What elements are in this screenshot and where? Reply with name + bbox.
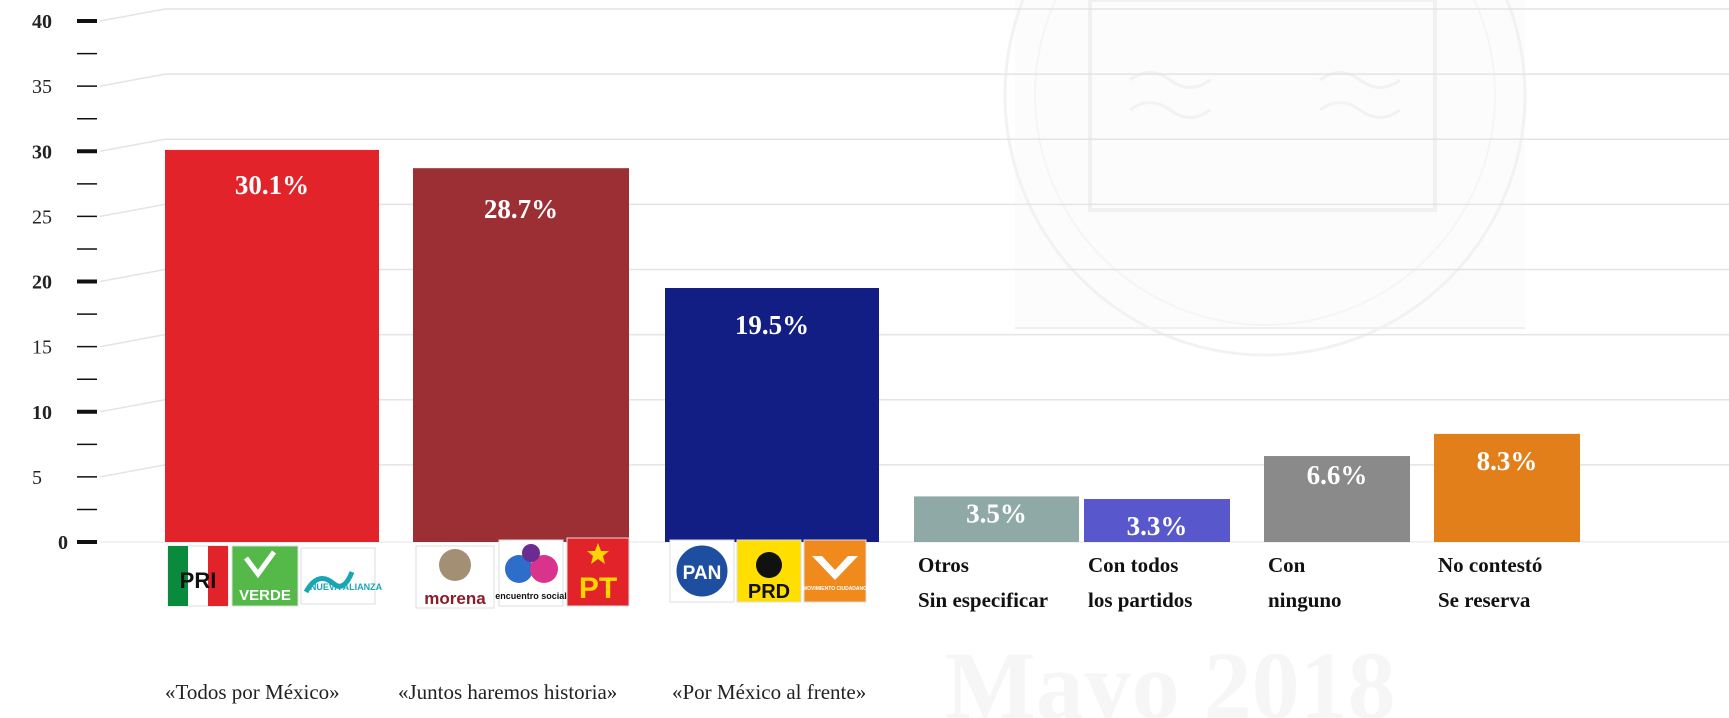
logo-text: PRD [748,581,790,603]
y-tick-label: 35 [32,76,52,98]
coalition-name: «Juntos haremos historia» [398,680,617,704]
bar-value-label: 3.5% [966,498,1027,528]
logo-text: MOVIMIENTO CIUDADANO [803,586,867,592]
logo-text: encuentro social [495,591,567,601]
encuentro-social-logo: encuentro social [495,539,567,607]
logo-text: VERDE [239,587,291,604]
y-tick-label: 40 [32,11,52,33]
bar [914,496,1079,542]
logo-text: PT [579,572,617,605]
bar [165,149,379,542]
bar-value-label: 28.7% [484,194,558,224]
x-category-label: Con todos [1088,553,1178,577]
x-category-label: los partidos [1088,588,1192,612]
gridline [99,73,1729,87]
y-tick-label: 10 [32,402,52,424]
pan-logo: PAN [669,539,735,603]
gridline [99,8,1729,22]
y-tick-label: 25 [32,206,52,228]
bars: 30.1% 28.7% 19.5% 3.5% 3.3% 6.6% 8.3% [165,149,1580,542]
bar-value-label: 3.3% [1127,511,1188,541]
prd-logo: PRD [736,539,802,603]
coalition-name: «Por México al frente» [672,680,866,704]
bar-value-label: 6.6% [1307,460,1368,490]
y-axis: 0 5 10 15 20 25 30 35 40 [32,11,97,554]
y-tick-label: 0 [58,532,68,554]
y-tick-label: 30 [32,141,52,163]
x-category-label: Sin especificar [918,588,1048,612]
coalition-name: «Todos por México» [165,680,340,704]
bar [665,288,879,542]
verde-logo: VERDE [231,545,299,607]
bar [1264,456,1410,542]
pri-logo: PRI [167,545,229,607]
x-category-label: Con [1268,553,1306,577]
bar-value-label: 30.1% [235,170,309,200]
watermark-seal [1003,0,1527,357]
logo-text: morena [424,589,486,608]
bar [413,168,629,542]
pt-logo: PT [566,537,630,607]
logo-text: NUEVA ALIANZA [310,582,383,592]
x-category-label: Se reserva [1438,588,1531,612]
gridline [99,138,1729,152]
bar-value-label: 19.5% [735,310,809,340]
y-tick-label: 5 [32,467,42,489]
bar [1434,433,1580,542]
y-tick-label: 20 [32,272,52,294]
bar [1084,499,1230,542]
y-tick-label: 15 [32,337,52,359]
morena-logo: morena [415,545,495,609]
nueva-alianza-logo: NUEVA ALIANZA [300,547,383,605]
party-logos: PRI VERDE NUEVA ALIANZA morena encuentro soc… [167,537,867,609]
x-category-label: Otros [918,553,969,577]
bar-value-label: 8.3% [1477,446,1538,476]
logo-text: PRI [180,568,217,593]
watermark-text: Mayo 2018 [945,632,1396,718]
x-category-label: ninguno [1268,588,1342,612]
movimiento-ciudadano-logo: MOVIMIENTO CIUDADANO [803,539,867,603]
logo-text: PAN [683,563,722,584]
x-category-label: No contestó [1438,553,1542,577]
x-axis-categories: «Todos por México» «Juntos haremos histor… [165,537,1542,704]
